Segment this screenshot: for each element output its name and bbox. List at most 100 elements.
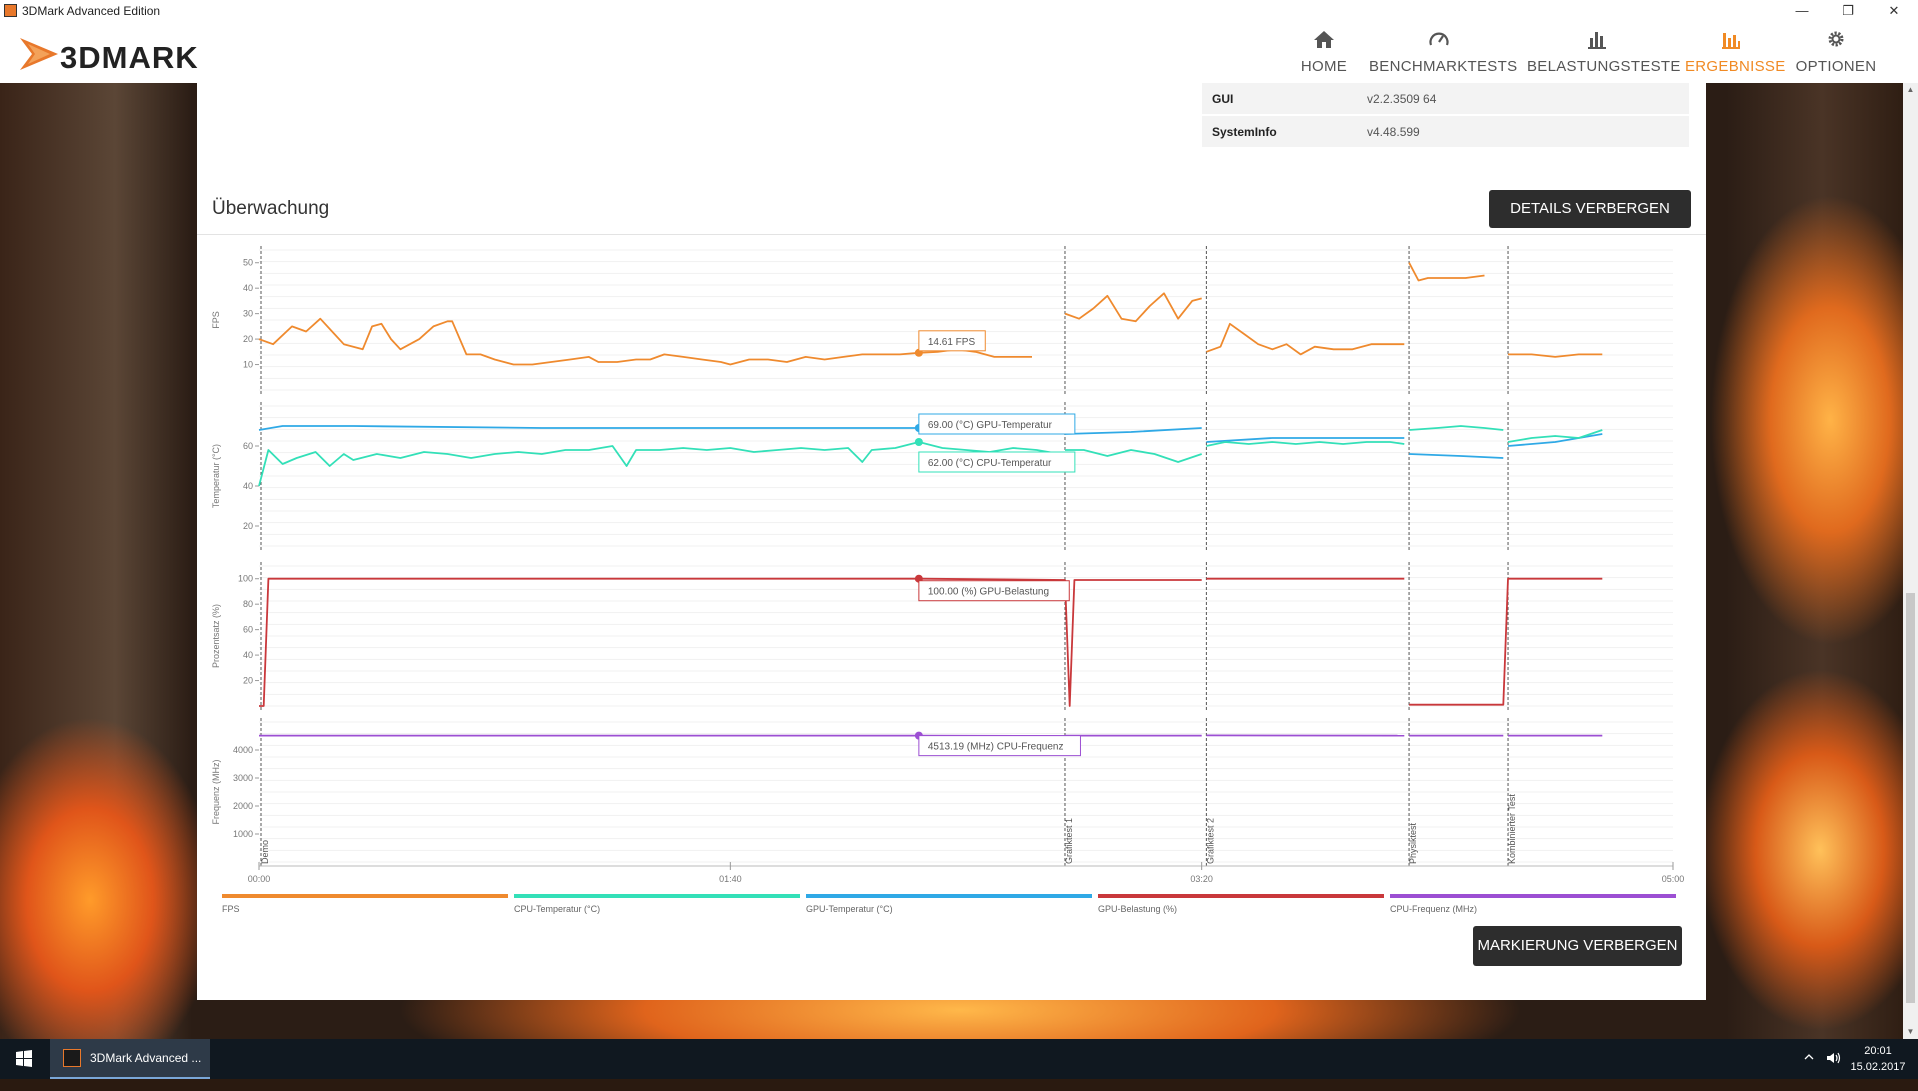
nav-ergebnisse-label: ERGEBNISSE: [1685, 58, 1777, 75]
monitoring-title: Überwachung: [212, 198, 329, 220]
legend-swatch[interactable]: [806, 894, 1092, 898]
start-button[interactable]: [0, 1039, 48, 1079]
nav-home-label: HOME: [1296, 58, 1352, 75]
y-tick-label: 4000: [233, 745, 253, 755]
y-tick-label: 50: [243, 258, 253, 268]
series-line-fps[interactable]: [259, 319, 1032, 365]
y-tick-label: 60: [243, 625, 253, 635]
row-value: v2.2.3509 64: [1367, 92, 1436, 106]
clock-time: 20:01: [1848, 1043, 1908, 1059]
clock-date: 15.02.2017: [1848, 1059, 1908, 1075]
legend-label: CPU-Frequenz (MHz): [1390, 904, 1477, 914]
y-tick-label: 2000: [233, 801, 253, 811]
logo-mark-icon: [18, 32, 62, 76]
y-axis-label: Prozentsatz (%): [211, 604, 221, 668]
tooltip-text: 69.00 (°C) GPU-Temperatur: [928, 420, 1053, 431]
phase-label: Physiktest: [1408, 822, 1418, 864]
system-info-table: GUI v2.2.3509 64 SystemInfo v4.48.599: [1202, 83, 1689, 149]
series-line-gpu-belastung[interactable]: [1409, 579, 1602, 705]
taskbar-app-label: 3DMark Advanced ...: [90, 1051, 201, 1065]
tooltip-text: 14.61 FPS: [928, 337, 976, 348]
nav-optionen[interactable]: OPTIONEN: [1793, 22, 1879, 83]
y-tick-label: 10: [243, 360, 253, 370]
y-tick-label: 40: [243, 283, 253, 293]
scrollbar[interactable]: ▲ ▼: [1903, 83, 1918, 1039]
section-divider: [197, 234, 1706, 235]
legend-swatch[interactable]: [514, 894, 800, 898]
nav-optionen-label: OPTIONEN: [1793, 58, 1879, 75]
app-icon: [4, 4, 17, 17]
cursor-dot: [915, 438, 923, 446]
y-tick-label: 1000: [233, 829, 253, 839]
phase-label: Kombinierter Test: [1507, 794, 1517, 864]
scroll-up-arrow-icon[interactable]: ▲: [1903, 83, 1918, 97]
nav-ergebnisse[interactable]: ERGEBNISSE: [1685, 22, 1777, 83]
app-header: 3DMARK HOME BENCHMARKTESTS BELASTUNGSTES…: [0, 22, 1918, 83]
window-title-bar: 3DMark Advanced Edition — ❐ ✕: [0, 0, 1918, 22]
y-tick-label: 3000: [233, 773, 253, 783]
series-line-cpu-temperatur[interactable]: [1206, 442, 1404, 446]
row-value: v4.48.599: [1367, 125, 1420, 139]
series-line-fps[interactable]: [1065, 293, 1202, 321]
taskbar-app-3dmark[interactable]: 3DMark Advanced ...: [50, 1039, 210, 1079]
legend-swatch[interactable]: [222, 894, 508, 898]
windows-logo-icon: [0, 1039, 48, 1079]
scroll-down-arrow-icon[interactable]: ▼: [1903, 1025, 1918, 1039]
system-clock[interactable]: 20:01 15.02.2017: [1848, 1043, 1908, 1075]
x-tick-label: 00:00: [248, 874, 271, 884]
volume-icon[interactable]: [1825, 1051, 1843, 1091]
close-button[interactable]: ✕: [1871, 0, 1917, 22]
results-icon: [1685, 22, 1777, 62]
legend-label: CPU-Temperatur (°C): [514, 904, 600, 914]
y-tick-label: 20: [243, 521, 253, 531]
phase-label: Grafiktest 1: [1064, 818, 1074, 864]
hide-markers-button[interactable]: MARKIERUNG VERBERGEN: [1473, 926, 1682, 966]
legend-swatch[interactable]: [1390, 894, 1676, 898]
gear-icon: [1793, 22, 1879, 62]
y-tick-label: 100: [238, 574, 253, 584]
scroll-thumb[interactable]: [1906, 593, 1915, 1003]
series-line-fps[interactable]: [1206, 324, 1404, 355]
phase-label: Grafiktest 2: [1205, 818, 1215, 864]
y-axis-label: Temperatur (°C): [211, 444, 221, 508]
row-key: GUI: [1212, 92, 1233, 106]
y-tick-label: 60: [243, 441, 253, 451]
nav-belastungsteste[interactable]: BELASTUNGSTESTE: [1527, 22, 1667, 83]
x-tick-label: 01:40: [719, 874, 742, 884]
phase-label: Demo: [260, 840, 270, 864]
tooltip-text: 62.00 (°C) CPU-Temperatur: [928, 458, 1052, 469]
3dmark-app-icon: [63, 1049, 81, 1067]
nav-benchmarktests[interactable]: BENCHMARKTESTS: [1369, 22, 1509, 83]
y-tick-label: 20: [243, 676, 253, 686]
series-line-cpu-temperatur[interactable]: [1065, 450, 1202, 462]
tray-chevron-up-icon[interactable]: [1803, 1051, 1815, 1091]
series-line-gpu-temperatur[interactable]: [1409, 454, 1503, 458]
nav-benchmarktests-label: BENCHMARKTESTS: [1369, 58, 1509, 75]
y-tick-label: 20: [243, 334, 253, 344]
legend-label: FPS: [222, 904, 240, 914]
nav-home[interactable]: HOME: [1296, 22, 1352, 83]
legend-label: GPU-Temperatur (°C): [806, 904, 893, 914]
table-row: GUI v2.2.3509 64: [1202, 83, 1689, 114]
legend-swatch[interactable]: [1098, 894, 1384, 898]
y-axis-label: Frequenz (MHz): [211, 759, 221, 824]
row-key: SystemInfo: [1212, 125, 1277, 139]
window-title: 3DMark Advanced Edition: [22, 4, 160, 18]
home-icon: [1296, 22, 1352, 62]
tooltip-text: 100.00 (%) GPU-Belastung: [928, 587, 1049, 598]
restore-button[interactable]: ❐: [1825, 0, 1871, 22]
table-row: SystemInfo v4.48.599: [1202, 116, 1689, 147]
windows-taskbar: 3DMark Advanced ... 20:01 15.02.2017: [0, 1039, 1918, 1079]
y-tick-label: 30: [243, 309, 253, 319]
y-tick-label: 40: [243, 650, 253, 660]
nav-belastungsteste-label: BELASTUNGSTESTE: [1527, 58, 1667, 75]
y-tick-label: 80: [243, 599, 253, 609]
y-axis-label: FPS: [211, 311, 221, 329]
tooltip-text: 4513.19 (MHz) CPU-Frequenz: [928, 742, 1064, 753]
minimize-button[interactable]: —: [1779, 0, 1825, 22]
series-line-fps[interactable]: [1409, 263, 1484, 281]
bar-chart-icon: [1527, 22, 1667, 62]
3dmark-logo[interactable]: 3DMARK: [18, 32, 218, 76]
hide-details-button[interactable]: DETAILS VERBERGEN: [1489, 190, 1691, 228]
